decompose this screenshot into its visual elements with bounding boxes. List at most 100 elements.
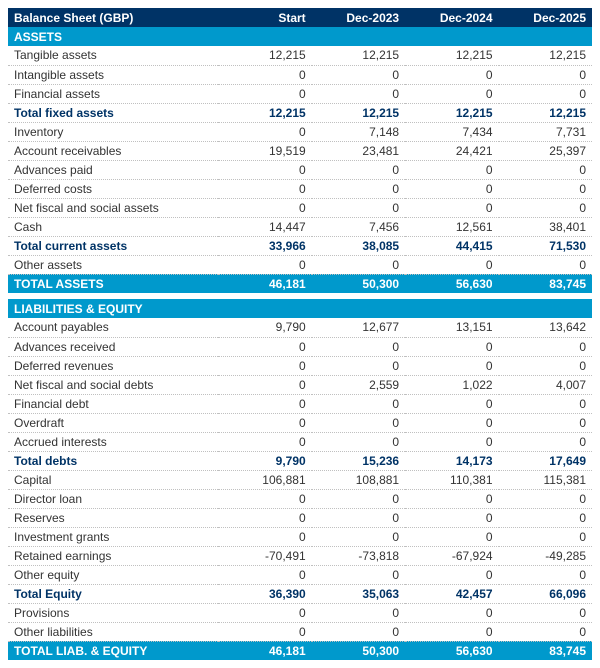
table-row: Deferred costs0000	[8, 179, 592, 198]
row-label: Reserves	[8, 508, 218, 527]
section-header: LIABILITIES & EQUITY	[8, 299, 592, 318]
row-value: 19,519	[218, 141, 311, 160]
row-value: 0	[405, 337, 498, 356]
row-value: 25,397	[499, 141, 592, 160]
row-label: Advances received	[8, 337, 218, 356]
row-value: 15,236	[312, 451, 405, 470]
row-value: 0	[499, 432, 592, 451]
row-value: 0	[405, 65, 498, 84]
row-value: 12,215	[405, 103, 498, 122]
table-row: Total Equity36,39035,06342,45766,096	[8, 584, 592, 603]
row-value: 0	[218, 489, 311, 508]
row-label: Cash	[8, 217, 218, 236]
row-value: 0	[499, 255, 592, 274]
row-value: 46,181	[218, 641, 311, 660]
row-value: 0	[218, 337, 311, 356]
row-value: 0	[405, 84, 498, 103]
row-value: 12,215	[312, 46, 405, 65]
row-value: 0	[499, 527, 592, 546]
row-label: Total debts	[8, 451, 218, 470]
row-label: Financial assets	[8, 84, 218, 103]
row-value: 0	[218, 375, 311, 394]
row-label: Other assets	[8, 255, 218, 274]
row-value: 9,790	[218, 451, 311, 470]
row-value: 12,215	[499, 46, 592, 65]
row-value: 35,063	[312, 584, 405, 603]
row-value: 106,881	[218, 470, 311, 489]
row-value: 0	[218, 508, 311, 527]
row-value: 12,677	[312, 318, 405, 337]
row-label: Intangible assets	[8, 65, 218, 84]
row-value: 12,215	[405, 46, 498, 65]
table-row: Intangible assets0000	[8, 65, 592, 84]
row-value: 46,181	[218, 274, 311, 293]
row-value: 0	[312, 394, 405, 413]
row-value: 0	[218, 413, 311, 432]
table-row: Account payables9,79012,67713,15113,642	[8, 318, 592, 337]
row-label: Director loan	[8, 489, 218, 508]
row-value: 0	[405, 489, 498, 508]
row-label: TOTAL ASSETS	[8, 274, 218, 293]
header-title: Balance Sheet (GBP)	[8, 8, 218, 27]
row-label: Provisions	[8, 603, 218, 622]
row-value: 108,881	[312, 470, 405, 489]
row-value: 0	[499, 65, 592, 84]
row-value: 71,530	[499, 236, 592, 255]
row-value: 0	[405, 198, 498, 217]
row-value: 0	[499, 160, 592, 179]
row-value: 0	[405, 179, 498, 198]
row-value: 0	[218, 603, 311, 622]
table-row: Advances received0000	[8, 337, 592, 356]
row-value: 12,215	[218, 46, 311, 65]
row-value: 0	[312, 603, 405, 622]
row-value: 0	[218, 527, 311, 546]
table-row: Retained earnings-70,491-73,818-67,924-4…	[8, 546, 592, 565]
row-value: 0	[405, 255, 498, 274]
row-value: 110,381	[405, 470, 498, 489]
row-label: Capital	[8, 470, 218, 489]
header-col: Start	[218, 8, 311, 27]
table-row: Other assets0000	[8, 255, 592, 274]
row-value: 115,381	[499, 470, 592, 489]
table-row: Other liabilities0000	[8, 622, 592, 641]
row-value: 7,456	[312, 217, 405, 236]
section-total: TOTAL LIAB. & EQUITY46,18150,30056,63083…	[8, 641, 592, 660]
row-value: 66,096	[499, 584, 592, 603]
table-row: Advances paid0000	[8, 160, 592, 179]
table-row: Director loan0000	[8, 489, 592, 508]
table-row: Financial debt0000	[8, 394, 592, 413]
table-row: Investment grants0000	[8, 527, 592, 546]
table-row: Other equity0000	[8, 565, 592, 584]
row-value: 23,481	[312, 141, 405, 160]
row-label: Advances paid	[8, 160, 218, 179]
row-label: Account payables	[8, 318, 218, 337]
table-row: Cash14,4477,45612,56138,401	[8, 217, 592, 236]
row-value: 0	[405, 356, 498, 375]
row-value: 0	[218, 432, 311, 451]
row-value: 50,300	[312, 274, 405, 293]
row-value: 0	[312, 489, 405, 508]
row-value: 0	[218, 198, 311, 217]
row-value: 0	[312, 160, 405, 179]
row-value: 0	[499, 356, 592, 375]
row-label: Account receivables	[8, 141, 218, 160]
row-value: 14,173	[405, 451, 498, 470]
row-value: 0	[499, 394, 592, 413]
row-value: 42,457	[405, 584, 498, 603]
row-value: 14,447	[218, 217, 311, 236]
row-label: TOTAL LIAB. & EQUITY	[8, 641, 218, 660]
table-row: Total debts9,79015,23614,17317,649	[8, 451, 592, 470]
row-value: 0	[218, 565, 311, 584]
table-row: Total current assets33,96638,08544,41571…	[8, 236, 592, 255]
row-value: 12,215	[218, 103, 311, 122]
table-row: Overdraft0000	[8, 413, 592, 432]
row-label: Other equity	[8, 565, 218, 584]
table-row: Reserves0000	[8, 508, 592, 527]
row-label: Investment grants	[8, 527, 218, 546]
row-value: 7,434	[405, 122, 498, 141]
row-label: Deferred revenues	[8, 356, 218, 375]
section-total: TOTAL ASSETS46,18150,30056,63083,745	[8, 274, 592, 293]
row-value: 0	[312, 337, 405, 356]
row-value: 13,642	[499, 318, 592, 337]
row-label: Total Equity	[8, 584, 218, 603]
